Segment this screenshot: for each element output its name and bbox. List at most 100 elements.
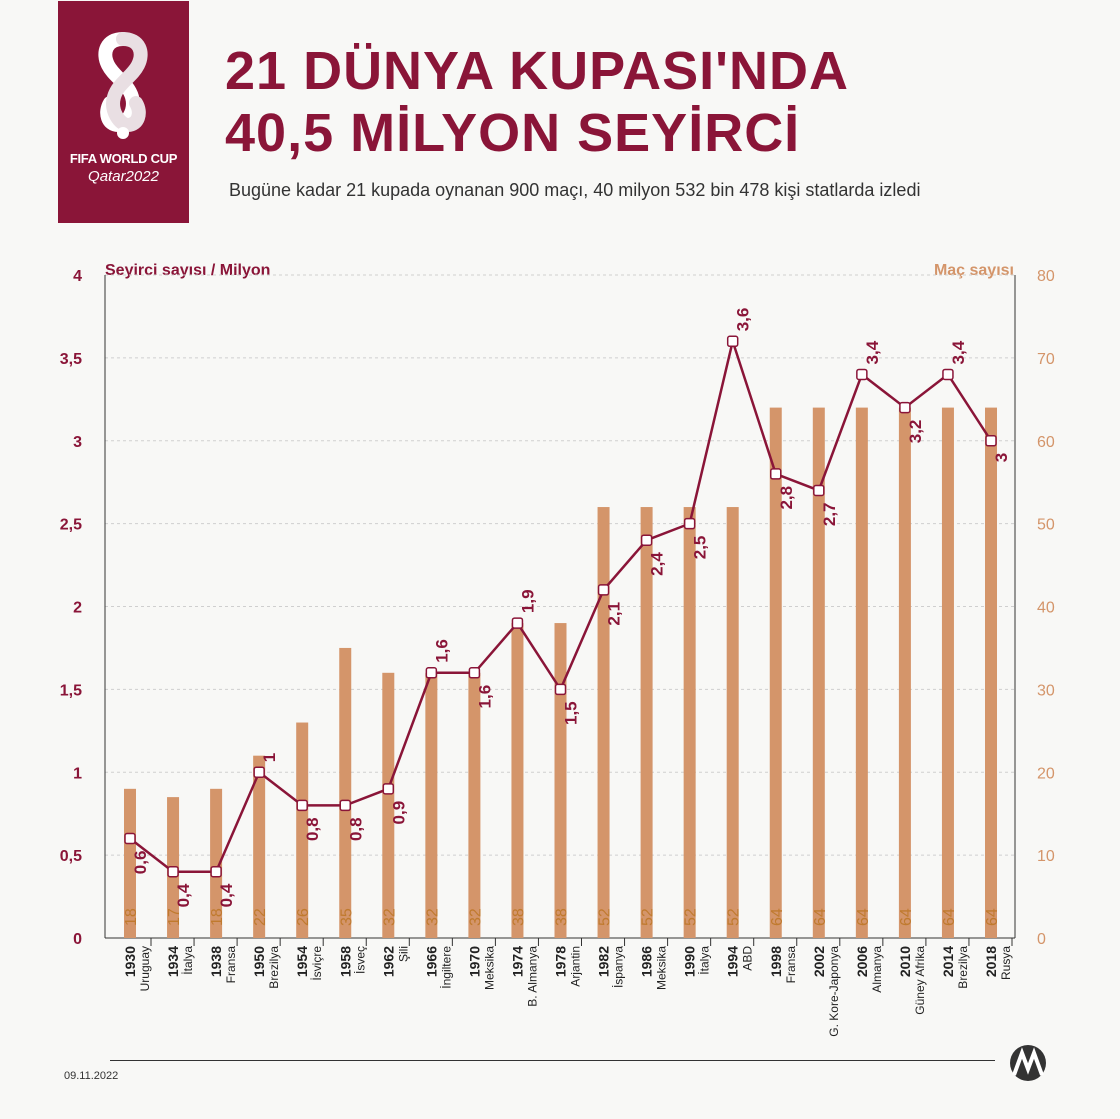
- attendance-value-label: 0,8: [303, 817, 322, 841]
- bar-value-label: 26: [295, 908, 312, 926]
- data-point: [985, 435, 997, 447]
- data-point: [210, 865, 222, 878]
- bar-value-label: 17: [166, 908, 183, 926]
- host-label: İsviçre: [310, 946, 324, 981]
- page-subtitle: Bugüne kadar 21 kupada oynanan 900 maçı,…: [229, 180, 921, 200]
- bar-value-label: 18: [209, 908, 226, 926]
- data-point: [382, 783, 395, 795]
- data-point: [813, 484, 825, 497]
- bar: [468, 672, 481, 938]
- year-label: 1934: [165, 946, 181, 977]
- right-tick-label: 50: [1037, 517, 1055, 534]
- bar: [941, 407, 954, 939]
- data-point: [468, 667, 481, 679]
- attendance-value-label: 1: [260, 753, 279, 762]
- bar-value-label: 64: [769, 908, 786, 926]
- year-label: 1954: [294, 946, 310, 977]
- data-point: [296, 799, 308, 812]
- attendance-value-label: 1,6: [475, 685, 494, 709]
- year-label: 2018: [983, 946, 999, 977]
- year-label: 1986: [639, 946, 655, 977]
- host-label: Meksika: [655, 946, 669, 990]
- bar-value-label: 64: [812, 908, 829, 926]
- aa-agency-logo-icon: [1010, 1045, 1046, 1081]
- brand-line-2: Qatar2022: [88, 168, 159, 185]
- data-point: [511, 617, 524, 629]
- bar-value-label: 64: [898, 908, 915, 926]
- page-title: 21 DÜNYA KUPASI'NDA 40,5 MİLYON SEYİRCİ: [225, 40, 1085, 164]
- year-label: 1990: [682, 946, 698, 977]
- bar: [898, 407, 911, 939]
- bar: [769, 407, 782, 939]
- data-point: [726, 335, 739, 348]
- footer-divider: [110, 1060, 995, 1061]
- bar: [253, 755, 266, 938]
- data-point: [770, 468, 782, 480]
- year-label: 1938: [208, 946, 224, 977]
- bar: [511, 623, 524, 938]
- bar: [296, 722, 309, 938]
- bar: [382, 672, 395, 938]
- attendance-value-label: 0,6: [131, 851, 150, 875]
- attendance-value-label: 0,4: [174, 883, 193, 907]
- bar: [726, 507, 739, 938]
- bar-value-label: 52: [640, 908, 657, 926]
- bar-value-label: 32: [381, 908, 398, 926]
- bar: [339, 647, 352, 938]
- attendance-value-label: 0,8: [346, 817, 365, 841]
- bar: [597, 507, 610, 938]
- fifa-world-cup-logo: FIFA WORLD CUP Qatar2022: [58, 1, 189, 223]
- year-label: 1958: [337, 946, 353, 977]
- data-point: [124, 832, 136, 845]
- year-label: 2006: [854, 946, 870, 977]
- bar-value-label: 64: [984, 908, 1001, 926]
- bar: [210, 788, 223, 938]
- bar: [855, 407, 868, 939]
- brand-line-1: FIFA WORLD CUP: [69, 151, 178, 166]
- left-tick-label: 1: [73, 765, 82, 782]
- host-label: B. Almanya: [525, 946, 539, 1007]
- host-label: Güney Afrika: [913, 946, 927, 1015]
- left-tick-label: 1,5: [60, 682, 82, 699]
- right-tick-label: 0: [1037, 931, 1046, 948]
- left-tick-label: 2: [73, 600, 82, 617]
- data-point: [597, 584, 610, 596]
- attendance-value-label: 2,1: [605, 602, 624, 626]
- data-point: [167, 865, 179, 878]
- host-label: Arjantin: [569, 946, 583, 987]
- right-tick-label: 70: [1037, 351, 1055, 368]
- year-label: 1970: [466, 946, 482, 977]
- host-label: İtalya: [698, 946, 712, 975]
- attendance-value-label: 3,4: [863, 340, 882, 364]
- year-label: 1950: [251, 946, 267, 977]
- bar: [425, 672, 438, 938]
- data-point: [942, 368, 954, 381]
- year-label: 2010: [897, 946, 913, 977]
- bar-value-label: 35: [338, 908, 355, 926]
- host-label: Brezilya: [267, 946, 281, 989]
- title-line-1: 21 DÜNYA KUPASI'NDA: [225, 41, 849, 101]
- bar-value-label: 18: [123, 908, 140, 926]
- bar-value-label: 52: [726, 908, 743, 926]
- right-tick-label: 20: [1037, 765, 1055, 782]
- host-label: İspanya: [612, 946, 626, 988]
- bar: [640, 507, 653, 938]
- attendance-value-label: 2,4: [648, 552, 667, 576]
- left-tick-label: 4: [73, 268, 82, 285]
- attendance-value-label: 0,9: [389, 801, 408, 825]
- right-tick-label: 40: [1037, 600, 1055, 617]
- year-label: 1994: [725, 946, 741, 977]
- publish-date: 09.11.2022: [64, 1070, 119, 1082]
- left-tick-label: 2,5: [60, 517, 82, 534]
- host-label: Almanya: [870, 946, 884, 993]
- bar-value-label: 52: [597, 908, 614, 926]
- year-label: 1930: [122, 946, 138, 977]
- left-tick-label: 0: [73, 931, 82, 948]
- year-label: 1962: [380, 946, 396, 977]
- attendance-value-label: 0,4: [217, 883, 236, 907]
- left-tick-label: 0,5: [60, 848, 82, 865]
- attendance-value-label: 3,4: [949, 340, 968, 364]
- right-tick-label: 80: [1037, 268, 1055, 285]
- bar-value-label: 64: [941, 908, 958, 926]
